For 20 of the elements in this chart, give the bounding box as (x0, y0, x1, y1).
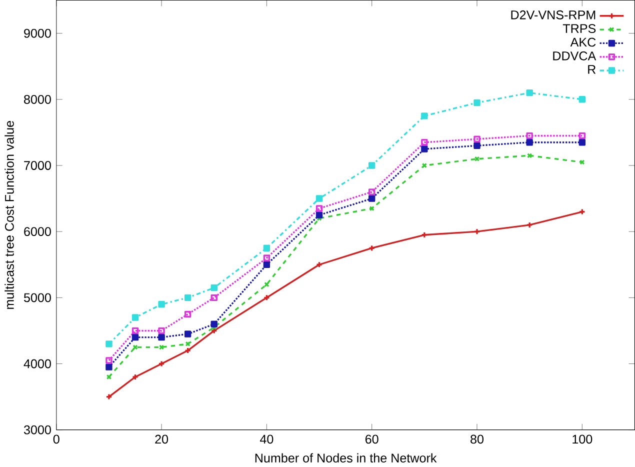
y-axis-title: multicast tree Cost Function value (4, 120, 14, 309)
x-tick-label: 40 (260, 434, 274, 444)
y-tick-label: 3000 (24, 425, 51, 434)
x-tick-label: 20 (155, 434, 168, 444)
y-tick-label: 6000 (24, 227, 51, 236)
x-tick-label: 80 (470, 434, 484, 444)
y-tick-label: 9000 (24, 28, 51, 38)
x-tick-label: 100 (572, 434, 592, 444)
x-tick-label: 60 (365, 434, 378, 444)
y-tick-label: 4000 (24, 359, 51, 368)
y-tick-label: 7000 (24, 160, 51, 170)
x-axis-title: Number of Nodes in the Network (255, 453, 437, 462)
legend-label: DDVCA (553, 51, 596, 60)
y-tick-label: 8000 (24, 94, 51, 104)
legend-label: AKC (570, 38, 596, 47)
legend-label: D2V-VNS-RPM (511, 10, 596, 20)
y-tick-label: 5000 (24, 293, 51, 302)
legend-label: R (588, 65, 596, 74)
legend-label: TRPS (562, 24, 596, 33)
x-tick-label: 0 (53, 434, 60, 444)
